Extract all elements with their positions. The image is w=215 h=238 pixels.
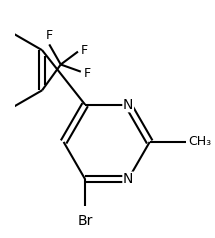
Text: F: F (46, 29, 53, 42)
Text: CH₃: CH₃ (188, 135, 212, 149)
Text: F: F (84, 67, 91, 80)
Text: N: N (123, 172, 133, 186)
Text: N: N (123, 98, 133, 112)
Text: F: F (81, 44, 88, 57)
Text: Br: Br (77, 214, 93, 228)
